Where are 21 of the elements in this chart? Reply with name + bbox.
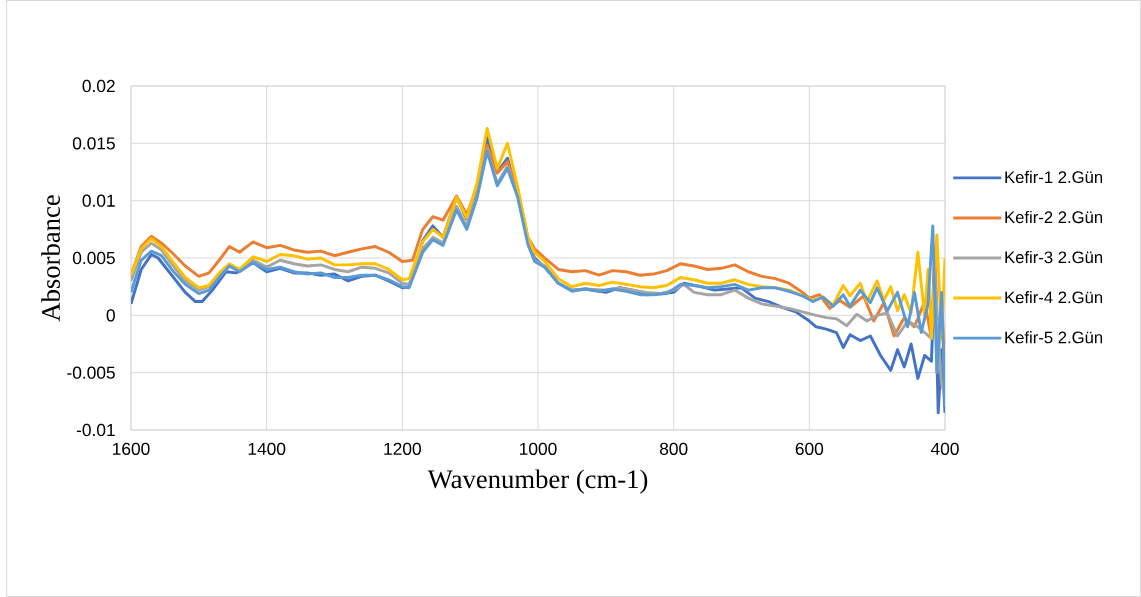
x-tick-label: 1000 xyxy=(520,442,557,455)
x-tick-label: 1200 xyxy=(384,442,421,455)
x-tick-label: 1600 xyxy=(113,442,150,455)
x-tick-label: 400 xyxy=(930,442,959,455)
x-tick-label: 600 xyxy=(795,442,824,455)
y-tick-label: 0 xyxy=(106,309,115,322)
legend-label: Kefir-3 2.Gün xyxy=(1005,250,1103,264)
legend-label: Kefir-4 2.Gün xyxy=(1005,291,1103,304)
legend-label: Kefir-2 2.Gün xyxy=(1005,210,1103,224)
x-tick-label: 1400 xyxy=(248,442,286,455)
y-tick-label: 0.01 xyxy=(82,194,115,207)
x-tick-label: 800 xyxy=(659,442,688,455)
y-tick-label: -0.005 xyxy=(67,366,115,379)
y-tick-label: 0.02 xyxy=(82,79,115,93)
y-axis-title: Absorbance xyxy=(41,195,60,322)
y-tick-label: -0.01 xyxy=(76,423,115,437)
x-axis-title: Wavenumber (cm-1) xyxy=(427,469,648,494)
y-tick-label: 0.005 xyxy=(72,251,115,265)
legend-label: Kefir-1 2.Gün xyxy=(1005,170,1103,184)
y-tick-label: 0.015 xyxy=(72,137,115,150)
legend-label: Kefir-5 2.Gün xyxy=(1005,331,1103,344)
